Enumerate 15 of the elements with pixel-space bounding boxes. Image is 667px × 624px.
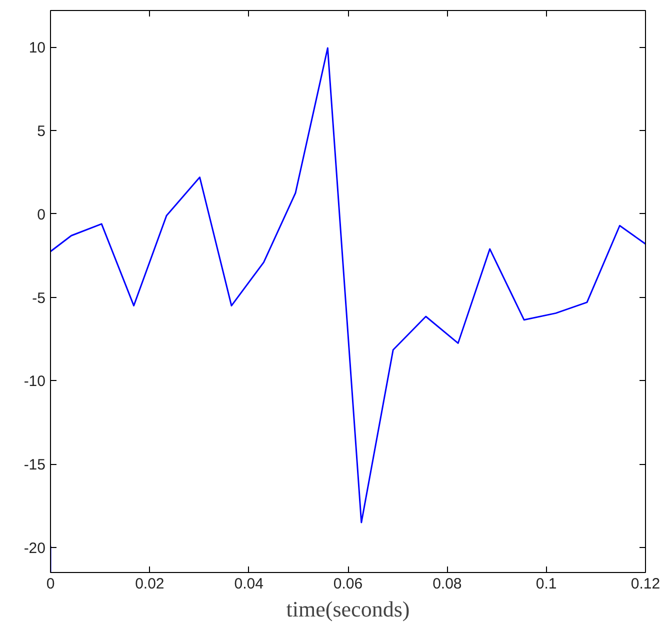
y-tick-label: 10 (28, 40, 46, 57)
y-tick-label: -10 (24, 373, 46, 390)
y-tick-label: -15 (24, 456, 46, 474)
y-tick-label: 0 (37, 206, 46, 224)
x-tick-label: 0.02 (135, 576, 164, 592)
x-tick-label: 0.1 (536, 576, 557, 592)
y-tick-label: -20 (24, 540, 46, 557)
x-tick-label: 0.12 (630, 576, 660, 592)
x-tick-label: 0.08 (432, 576, 462, 592)
y-tick-label: 5 (37, 123, 46, 140)
y-tick-label: -5 (32, 290, 46, 307)
x-axis-title: time(seconds) (286, 596, 410, 622)
x-tick-label: 0.04 (234, 576, 264, 592)
x-tick-label: 0.06 (333, 576, 363, 592)
line-series (50, 47, 646, 524)
